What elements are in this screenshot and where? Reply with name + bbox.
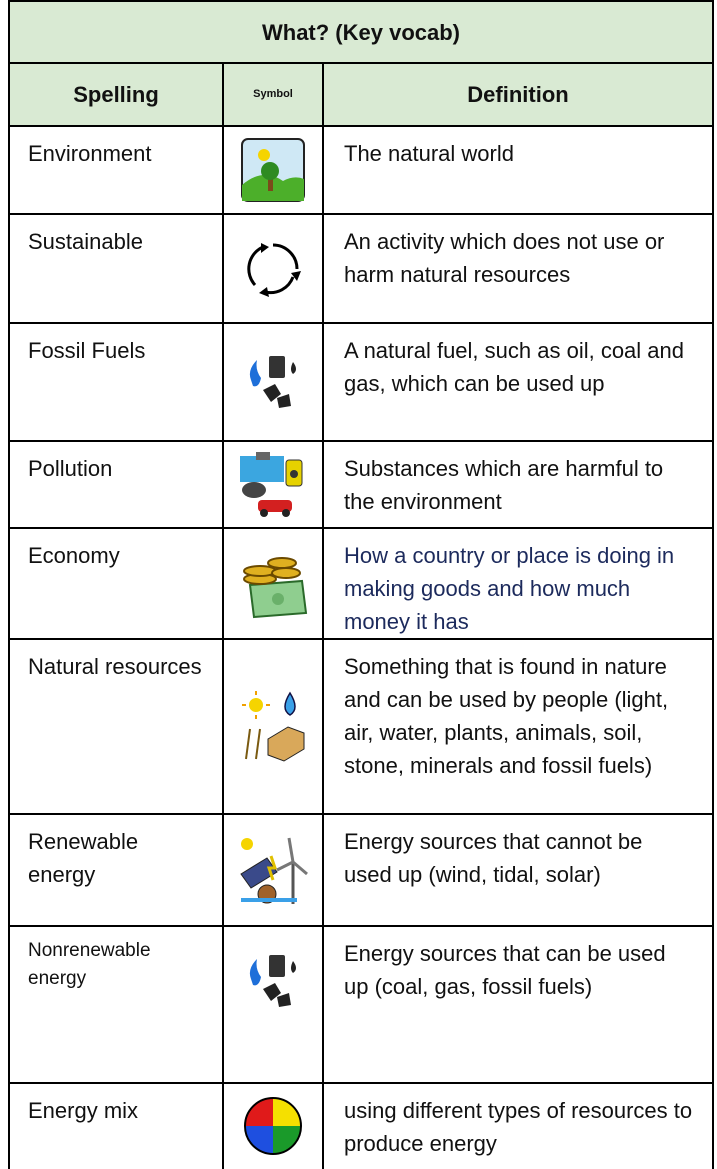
icon — [236, 547, 310, 621]
table-title: What? (Key vocab) — [9, 1, 713, 63]
icon — [238, 135, 308, 205]
definition: Something that is found in nature and ca… — [323, 639, 713, 814]
spelling: Environment — [9, 126, 223, 214]
spelling: Economy — [9, 528, 223, 639]
definition: An activity which does not use or harm n… — [323, 214, 713, 323]
icon — [238, 689, 308, 765]
spelling: Renewable energy — [9, 814, 223, 926]
definition: Energy sources that can be used up (coal… — [323, 926, 713, 1083]
icon — [243, 1096, 303, 1156]
header-cell: Symbol — [223, 63, 323, 126]
definition: Energy sources that cannot be used up (w… — [323, 814, 713, 926]
icon — [237, 834, 309, 906]
header-cell: Spelling — [9, 63, 223, 126]
definition: How a country or place is doing in makin… — [323, 528, 713, 639]
vocab-table: What? (Key vocab) Spelling Symbol Defini… — [8, 0, 714, 1169]
icon — [241, 949, 305, 1013]
spelling: Energy mix — [9, 1083, 223, 1169]
spelling: Pollution — [9, 441, 223, 528]
page: What? (Key vocab) Spelling Symbol Defini… — [0, 0, 717, 1169]
icon — [241, 237, 305, 301]
spelling: Fossil Fuels — [9, 323, 223, 441]
definition: A natural fuel, such as oil, coal and ga… — [323, 323, 713, 441]
definition: The natural world — [323, 126, 713, 214]
spelling: Sustainable — [9, 214, 223, 323]
icon — [238, 450, 308, 520]
spelling: Nonrenewable energy — [9, 926, 223, 1083]
header-cell: Definition — [323, 63, 713, 126]
definition: using different types of resources to pr… — [323, 1083, 713, 1169]
definition: Substances which are harmful to the envi… — [323, 441, 713, 528]
icon — [241, 350, 305, 414]
spelling: Natural resources — [9, 639, 223, 814]
